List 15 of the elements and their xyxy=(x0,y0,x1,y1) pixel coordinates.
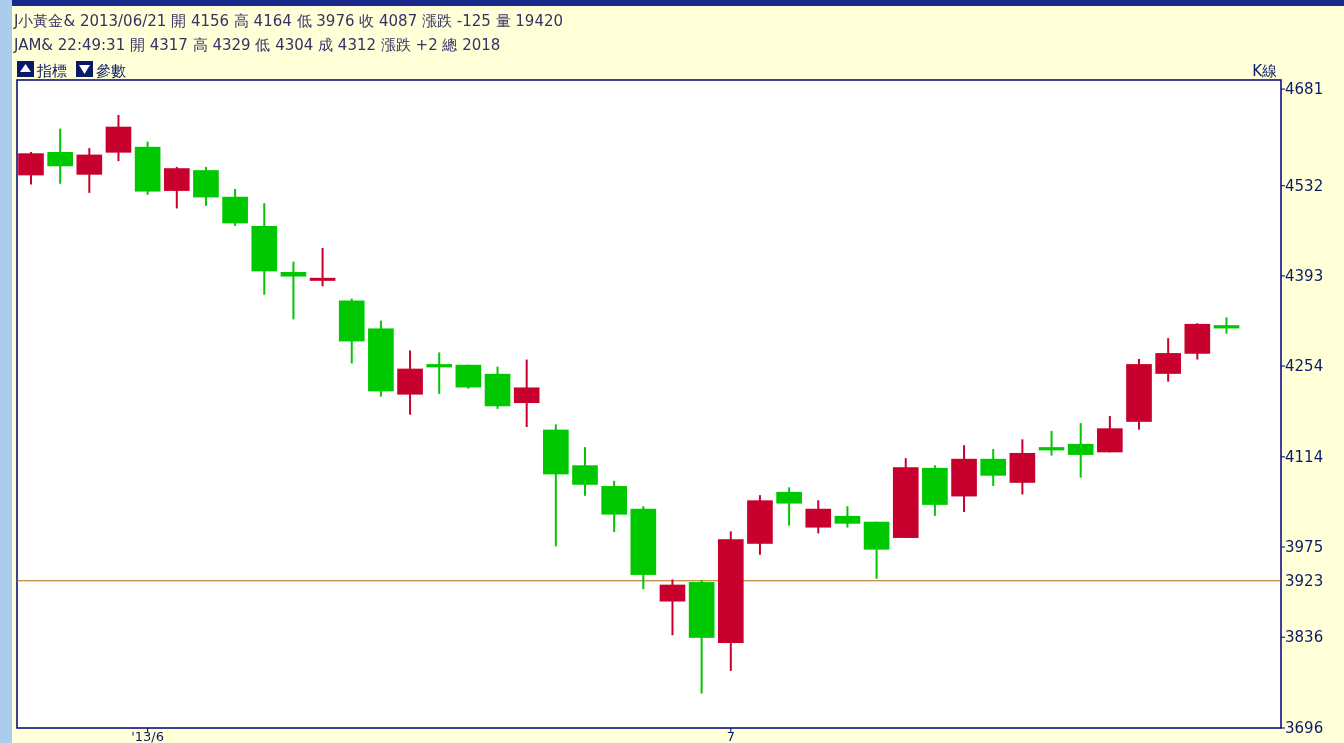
header: J小黃金& 2013/06/21 開 4156 高 4164 低 3976 收 4087 漲跌 -125 量 19420 JAM& 22:49:31 開 4317 高 4329 低 4304 成 4312 漲跌 +2 總 2018 xyxy=(14,12,564,54)
ref-line-label: 3923 xyxy=(1285,571,1324,590)
y-tick-label: 3836 xyxy=(1285,628,1324,647)
annotation: 指標 xyxy=(36,62,67,80)
y-tick-label: 3975 xyxy=(1285,538,1324,557)
y-tick-label: 4681 xyxy=(1285,80,1324,99)
chart-title: K線 xyxy=(1252,62,1277,80)
x-tick-label: '13/6 xyxy=(131,729,165,743)
y-tick-label: 4114 xyxy=(1285,447,1324,466)
x-tick-label: 7 xyxy=(726,729,735,743)
y-tick-label: 4532 xyxy=(1285,176,1324,195)
y-tick-label: 3696 xyxy=(1285,719,1324,737)
annotation: 參數 xyxy=(96,62,126,80)
y-tick-label: 4254 xyxy=(1285,357,1324,376)
y-tick-label: 4393 xyxy=(1285,266,1324,285)
